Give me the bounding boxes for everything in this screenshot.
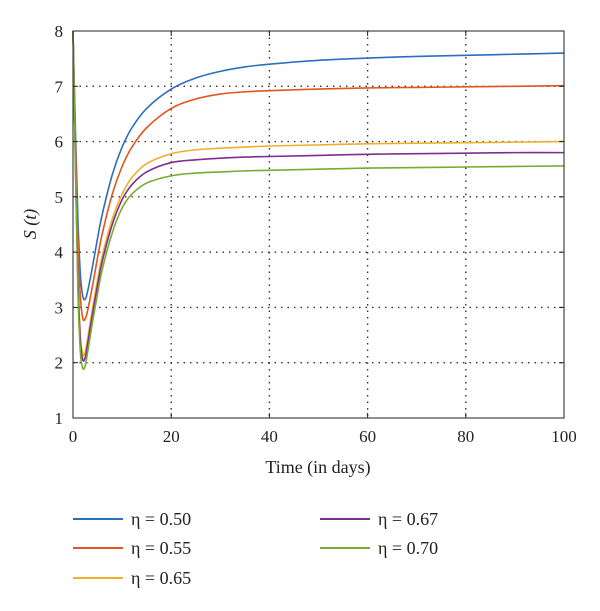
series-line-5 (72, 30, 565, 370)
axis-ticks: 0 20 40 60 80 100 1 2 3 4 5 6 7 8 (55, 22, 577, 446)
series-line-4 (72, 30, 565, 362)
y-tick-label: 5 (55, 188, 64, 207)
y-tick-label: 2 (55, 354, 64, 373)
x-tick-label: 40 (261, 427, 278, 446)
legend-label: η = 0.67 (378, 509, 438, 529)
legend-item-3: η = 0.65 (73, 568, 191, 588)
legend-label: η = 0.50 (131, 509, 191, 529)
x-tick-label: 20 (163, 427, 180, 446)
x-tick-label: 60 (359, 427, 376, 446)
legend-label: η = 0.70 (378, 538, 438, 558)
series-line-2 (72, 30, 565, 322)
plot-background (73, 31, 564, 418)
y-tick-label: 8 (55, 22, 64, 41)
legend-label: η = 0.55 (131, 538, 191, 558)
legend-item-4: η = 0.67 (320, 509, 438, 529)
legend-label: η = 0.65 (131, 568, 191, 588)
x-tick-label: 0 (69, 427, 78, 446)
x-tick-label: 80 (457, 427, 474, 446)
series-lines (72, 30, 565, 370)
y-tick-label: 7 (55, 77, 64, 96)
y-axis-label: S (t) (20, 209, 41, 240)
plot-frame (72, 30, 565, 419)
y-tick-label: 3 (55, 298, 64, 317)
x-axis-label: Time (in days) (265, 457, 370, 478)
legend: η = 0.50 η = 0.55 η = 0.65 η = 0.67 η = 0.70 (73, 509, 438, 588)
legend-item-1: η = 0.50 (73, 509, 191, 529)
legend-item-2: η = 0.55 (73, 538, 191, 558)
y-tick-label: 1 (55, 409, 64, 428)
y-tick-label: 4 (55, 243, 64, 262)
y-tick-label: 6 (55, 133, 64, 152)
series-line-1 (72, 30, 565, 301)
legend-item-5: η = 0.70 (320, 538, 438, 558)
x-tick-label: 100 (551, 427, 577, 446)
